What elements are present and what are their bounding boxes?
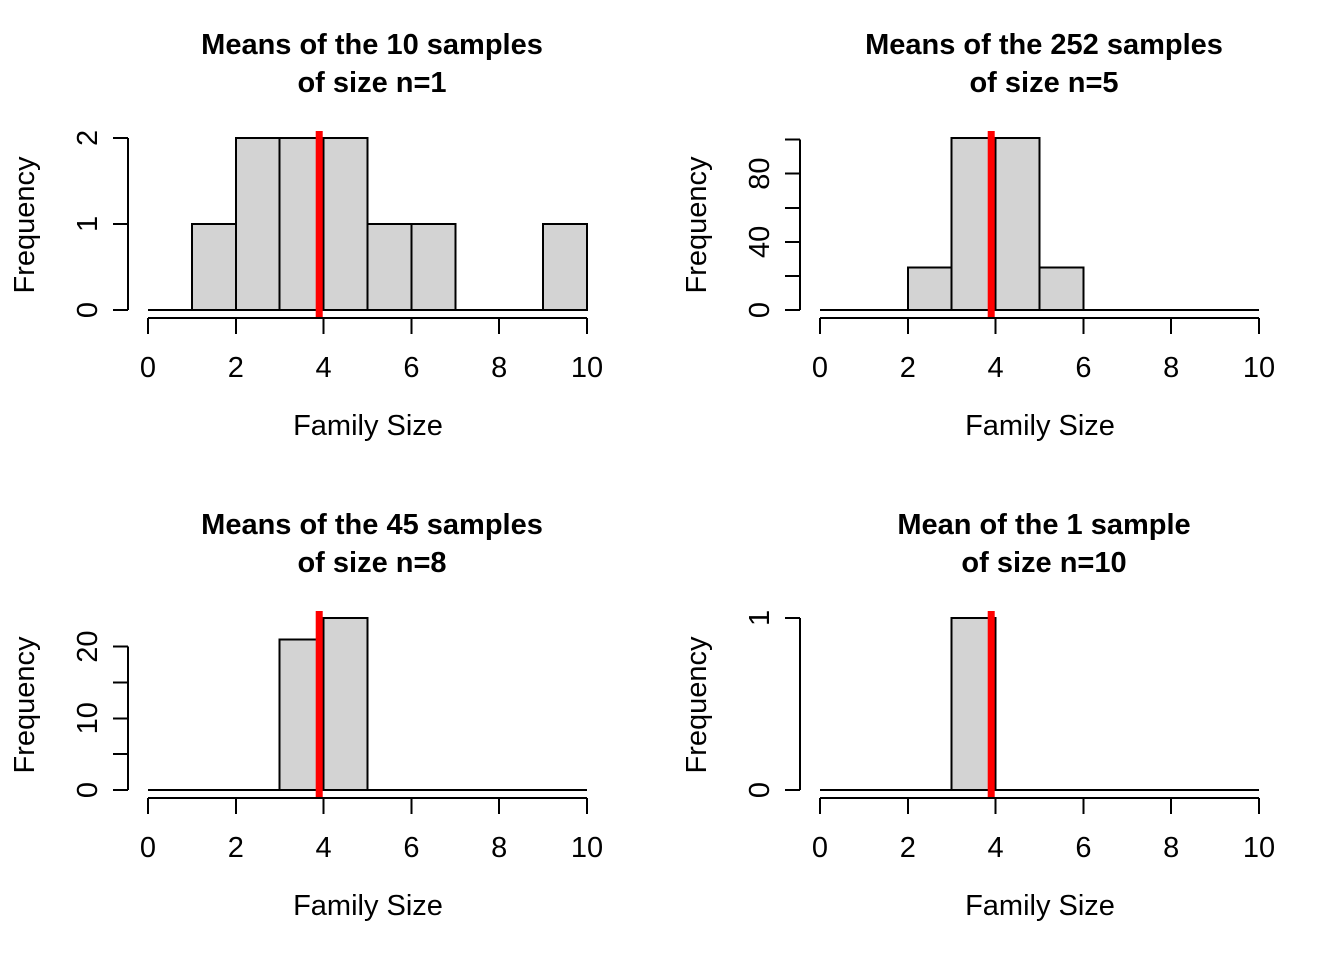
svg-text:6: 6 — [1075, 352, 1091, 384]
panel-title-line2: of size n=8 — [297, 547, 447, 579]
svg-text:0: 0 — [72, 782, 104, 798]
svg-text:1: 1 — [72, 216, 104, 232]
svg-text:4: 4 — [988, 832, 1004, 864]
svg-text:0: 0 — [812, 832, 828, 864]
svg-text:2: 2 — [228, 832, 244, 864]
panel-title-line2: of size n=1 — [297, 67, 447, 99]
svg-text:10: 10 — [571, 352, 603, 384]
panel-n8: 0 10 20 0 2 4 6 8 10 Means of the 45 samples of … — [0, 480, 672, 960]
svg-text:8: 8 — [1163, 832, 1179, 864]
svg-text:8: 8 — [491, 832, 507, 864]
histogram-plot-n8: 0 10 20 0 2 4 6 8 10 — [72, 611, 603, 864]
svg-text:6: 6 — [1075, 832, 1091, 864]
y-axis-label: Frequency — [681, 636, 713, 774]
svg-text:2: 2 — [900, 832, 916, 864]
x-axis-label: Family Size — [965, 410, 1115, 442]
histogram-plot-n1: 0 1 2 0 2 4 6 8 10 — [72, 130, 603, 384]
y-axis-label: Frequency — [681, 156, 713, 294]
svg-text:20: 20 — [72, 630, 104, 662]
panel-title: Means of the 45 samples of size n=8 — [72, 506, 672, 582]
histogram-plot-n5: 0 40 80 0 2 4 6 8 10 — [744, 131, 1275, 384]
y-axis-label: Frequency — [9, 636, 41, 774]
svg-text:40: 40 — [744, 226, 776, 258]
svg-text:0: 0 — [744, 782, 776, 798]
panel-n10: 0 1 0 2 4 6 8 10 Mean of the 1 sample of size n… — [672, 480, 1344, 960]
svg-text:10: 10 — [1243, 832, 1275, 864]
svg-text:0: 0 — [72, 302, 104, 318]
x-axis-label: Family Size — [293, 890, 443, 922]
y-axis-label: Frequency — [9, 156, 41, 294]
svg-text:10: 10 — [1243, 352, 1275, 384]
histogram-plot-n10: 010 2 4 6 8 10 — [744, 610, 1275, 864]
svg-text:0: 0 — [812, 352, 828, 384]
panel-title-line1: Means of the 252 samples — [865, 29, 1223, 61]
panel-title-line1: Means of the 10 samples — [201, 29, 543, 61]
svg-text:4: 4 — [316, 352, 332, 384]
panel-title-line2: of size n=5 — [969, 67, 1119, 99]
x-axis-label: Family Size — [293, 410, 443, 442]
x-axis-label: Family Size — [965, 890, 1115, 922]
panel-title: Mean of the 1 sample of size n=10 — [744, 506, 1344, 582]
panel-n1: 0 1 2 0 2 4 6 8 10 Means of the 10 samples of si… — [0, 0, 672, 480]
svg-text:6: 6 — [403, 352, 419, 384]
panel-n5: 0 40 80 0 2 4 6 8 10 Means of the 252 samples of… — [672, 0, 1344, 480]
svg-text:2: 2 — [900, 352, 916, 384]
svg-text:6: 6 — [403, 832, 419, 864]
svg-text:10: 10 — [571, 832, 603, 864]
svg-text:0: 0 — [140, 832, 156, 864]
svg-text:80: 80 — [744, 158, 776, 190]
svg-text:1: 1 — [744, 610, 776, 626]
svg-text:2: 2 — [72, 130, 104, 146]
svg-text:8: 8 — [491, 352, 507, 384]
panel-title-line2: of size n=10 — [961, 547, 1127, 579]
panel-title: Means of the 252 samples of size n=5 — [744, 26, 1344, 102]
svg-text:0: 0 — [744, 302, 776, 318]
panel-title-line1: Means of the 45 samples — [201, 509, 543, 541]
panel-title-line1: Mean of the 1 sample — [897, 509, 1191, 541]
svg-text:4: 4 — [316, 832, 332, 864]
svg-text:2: 2 — [228, 352, 244, 384]
svg-text:4: 4 — [988, 352, 1004, 384]
svg-text:10: 10 — [72, 702, 104, 734]
panel-title: Means of the 10 samples of size n=1 — [72, 26, 672, 102]
svg-text:8: 8 — [1163, 352, 1179, 384]
svg-text:0: 0 — [140, 352, 156, 384]
